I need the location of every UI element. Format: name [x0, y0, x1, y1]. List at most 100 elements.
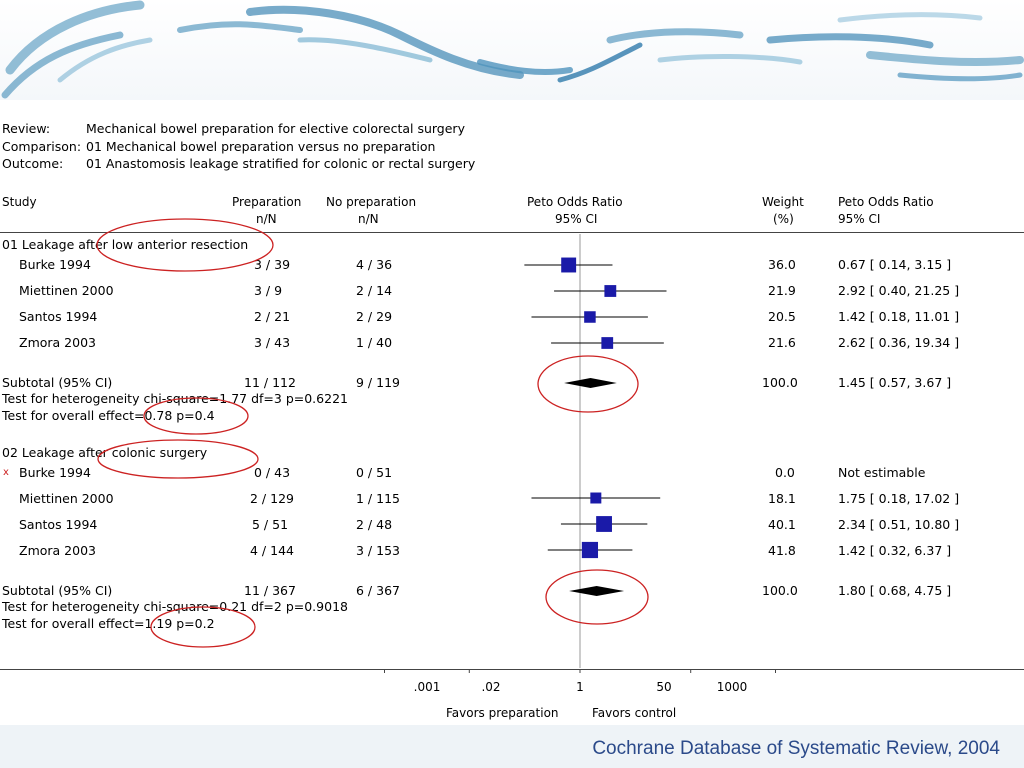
subtotal-noprep: 9 / 119 [356, 375, 400, 390]
overall-effect-test: Test for overall effect=0.78 p=0.4 [2, 408, 215, 423]
weight-value: 21.9 [768, 283, 796, 298]
effect-square [590, 492, 602, 504]
weight-value: 21.6 [768, 335, 796, 350]
annotation-ellipse-overall-effect-1 [143, 397, 249, 435]
noprep-count: 4 / 36 [356, 257, 393, 272]
prep-count: 4 / 144 [250, 543, 294, 558]
ci-text: 2.92 [ 0.40, 21.25 ] [838, 283, 960, 298]
study-name: Santos 1994 [19, 309, 98, 324]
effect-square [604, 285, 617, 297]
annotation-ellipse-group1-title [96, 218, 274, 272]
header-rule [0, 232, 1024, 233]
outcome-text: 01 Anastomosis leakage stratified for co… [86, 156, 476, 171]
header-prep: Preparation [232, 195, 302, 209]
review-label: Review: [2, 121, 51, 136]
ci-text: Not estimable [838, 465, 926, 480]
header-weight-sub: (%) [773, 212, 794, 226]
weight-value: 40.1 [768, 517, 796, 532]
ci-text: 2.62 [ 0.36, 19.34 ] [838, 335, 960, 350]
weight-value: 0.0 [775, 465, 795, 480]
ci-text: 2.34 [ 0.51, 10.80 ] [838, 517, 960, 532]
header-peto: Peto Odds Ratio [527, 195, 623, 209]
subtotal-ci-text: 1.80 [ 0.68, 4.75 ] [838, 583, 952, 598]
wave-brush-strokes [1, 0, 1024, 99]
heterogeneity-test: Test for heterogeneity chi-square=0.21 d… [2, 599, 348, 614]
group-title-2: 02 Leakage after colonic surgery [2, 445, 208, 460]
noprep-count: 1 / 115 [356, 491, 400, 506]
study-name: Burke 1994 [19, 465, 91, 480]
subtotal-weight: 100.0 [762, 583, 798, 598]
prep-count: 0 / 43 [254, 465, 291, 480]
study-name: Miettinen 2000 [19, 283, 114, 298]
outcome-label: Outcome: [2, 156, 64, 171]
x-tick-label: 50 [656, 680, 672, 694]
subtotal-noprep: 6 / 367 [356, 583, 400, 598]
noprep-count: 3 / 153 [356, 543, 400, 558]
citation: Cochrane Database of Systematic Review, … [592, 738, 1000, 759]
x-tick-label: 1000 [716, 680, 748, 694]
noprep-count: 1 / 40 [356, 335, 393, 350]
noprep-count: 0 / 51 [356, 465, 393, 480]
x-tick-label: .001 [413, 680, 441, 694]
group-title-1: 01 Leakage after low anterior resection [2, 237, 249, 252]
ci-text: 1.42 [ 0.18, 11.01 ] [838, 309, 960, 324]
annotation-ellipse-overall-effect-2 [150, 606, 256, 648]
review-title: Mechanical bowel preparation for electiv… [86, 121, 465, 136]
favors-control: Favors control [592, 706, 677, 720]
comparison-label: Comparison: [2, 139, 82, 154]
header-weight: Weight [762, 195, 804, 209]
overall-effect-test: Test for overall effect=1.19 p=0.2 [2, 616, 215, 631]
subtotal-weight: 100.0 [762, 375, 798, 390]
prep-count: 3 / 9 [254, 283, 283, 298]
prep-count: 2 / 21 [254, 309, 291, 324]
annotation-ellipse-group2-title [97, 439, 259, 479]
header-peto-sub: 95% CI [555, 212, 598, 226]
ci-text: 1.75 [ 0.18, 17.02 ] [838, 491, 960, 506]
effect-square [581, 541, 599, 559]
prep-count: 2 / 129 [250, 491, 294, 506]
study-name: Zmora 2003 [19, 335, 96, 350]
footer-rule [0, 669, 1024, 670]
subtotal-prep: 11 / 112 [244, 375, 296, 390]
header-noprep-sub: n/N [358, 212, 379, 226]
header-prep-sub: n/N [256, 212, 277, 226]
header-peto2-sub: 95% CI [838, 212, 881, 226]
header-noprep: No preparation [326, 195, 417, 209]
annotation-ellipse-subtotal-1 [537, 355, 639, 413]
effect-square [601, 337, 614, 349]
decorative-banner [0, 0, 1024, 100]
weight-value: 18.1 [768, 491, 796, 506]
noprep-count: 2 / 14 [356, 283, 393, 298]
bottom-band [0, 725, 1024, 768]
noprep-count: 2 / 48 [356, 517, 393, 532]
ci-text: 1.42 [ 0.32, 6.37 ] [838, 543, 952, 558]
noprep-count: 2 / 29 [356, 309, 393, 324]
weight-value: 36.0 [768, 257, 796, 272]
subtotal-ci-text: 1.45 [ 0.57, 3.67 ] [838, 375, 952, 390]
x-tick-label: .02 [481, 680, 501, 694]
effect-square [561, 257, 577, 273]
weight-value: 41.8 [768, 543, 796, 558]
prep-count: 3 / 43 [254, 335, 291, 350]
subtotal-diamond [564, 378, 617, 388]
weight-value: 20.5 [768, 309, 796, 324]
x-tick-label: 1 [576, 680, 584, 694]
prep-count: 3 / 39 [254, 257, 291, 272]
effect-square [596, 516, 612, 532]
prep-count: 5 / 51 [252, 517, 289, 532]
header-peto2: Peto Odds Ratio [838, 195, 934, 209]
subtotal-label: Subtotal (95% CI) [2, 583, 113, 598]
study-name: Burke 1994 [19, 257, 91, 272]
favors-preparation: Favors preparation [446, 706, 559, 720]
study-name: Zmora 2003 [19, 543, 96, 558]
header-study: Study [2, 195, 37, 209]
study-name: Miettinen 2000 [19, 491, 114, 506]
subtotal-label: Subtotal (95% CI) [2, 375, 113, 390]
study-name: Santos 1994 [19, 517, 98, 532]
excluded-marker: x [3, 467, 9, 478]
subtotal-prep: 11 / 367 [244, 583, 296, 598]
subtotal-diamond [569, 586, 625, 596]
ci-text: 0.67 [ 0.14, 3.15 ] [838, 257, 952, 272]
comparison-text: 01 Mechanical bowel preparation versus n… [86, 139, 436, 154]
